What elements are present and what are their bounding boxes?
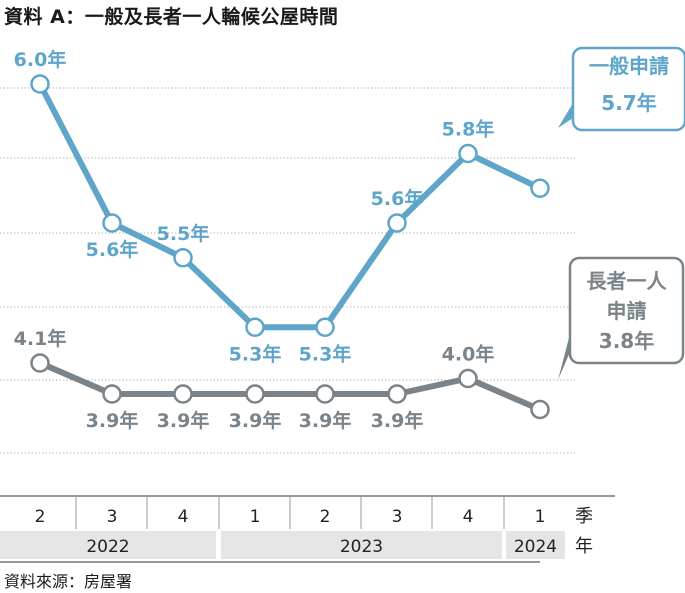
year-label: 2023: [340, 537, 383, 557]
data-label: 3.9年: [229, 409, 282, 432]
x-unit-quarter: 季: [575, 506, 593, 527]
data-label: 3.9年: [299, 409, 352, 432]
data-label: 5.6年: [371, 187, 424, 210]
series-line: [37, 81, 543, 331]
data-point: [458, 368, 478, 389]
year-label: 2024: [514, 537, 557, 557]
callout-box: [571, 46, 685, 132]
data-point: [173, 384, 193, 404]
year-band: [0, 531, 216, 559]
data-label: 3.9年: [157, 409, 210, 432]
data-point: [245, 384, 265, 404]
x-tick-label: 1: [535, 507, 546, 527]
data-label: 4.0年: [442, 343, 495, 366]
x-tick-label: 3: [107, 507, 118, 527]
data-point: [102, 384, 122, 404]
data-point: [245, 317, 265, 337]
data-label: 5.3年: [229, 342, 282, 365]
callout-pointer: [558, 103, 573, 128]
data-point: [315, 317, 335, 337]
data-label: 6.0年: [14, 48, 67, 71]
series-line: [37, 360, 543, 413]
x-unit-year: 年: [575, 536, 593, 557]
data-label: 5.3年: [299, 342, 352, 365]
data-point: [30, 353, 50, 373]
data-point: [387, 384, 407, 404]
x-tick-label: 2: [320, 507, 331, 527]
data-label: 5.6年: [86, 238, 139, 261]
data-point: [30, 74, 50, 94]
callout-text: 申請: [607, 299, 647, 323]
data-label: 5.5年: [157, 222, 210, 245]
x-tick-label: 4: [463, 507, 474, 527]
callout-text: 長者一人: [587, 269, 668, 293]
data-point: [458, 143, 478, 164]
x-tick-label: 1: [250, 507, 261, 527]
data-point: [173, 248, 193, 268]
year-label: 2022: [86, 537, 129, 557]
chart-title: 資料 A：一般及長者一人輪候公屋時間: [4, 6, 339, 28]
data-point: [530, 399, 550, 420]
data-label: 4.1年: [14, 327, 67, 350]
callout-text: 3.8年: [599, 329, 654, 353]
callout-text: 5.7年: [601, 91, 656, 115]
data-label: 3.9年: [371, 409, 424, 432]
year-band: [506, 531, 565, 559]
data-point: [387, 213, 407, 233]
callout-box: [568, 256, 685, 365]
data-label: 3.9年: [86, 409, 139, 432]
data-point: [315, 384, 335, 404]
data-point: [530, 178, 550, 198]
source-note: 資料來源：房屋署: [4, 572, 133, 591]
year-band: [221, 531, 502, 559]
callout-text: 一般申請: [589, 54, 669, 78]
x-tick-label: 4: [178, 507, 189, 527]
callout-pointer: [558, 334, 570, 380]
x-tick-label: 3: [392, 507, 403, 527]
data-point: [102, 213, 122, 233]
data-label: 5.8年: [442, 118, 495, 141]
x-tick-label: 2: [35, 507, 46, 527]
